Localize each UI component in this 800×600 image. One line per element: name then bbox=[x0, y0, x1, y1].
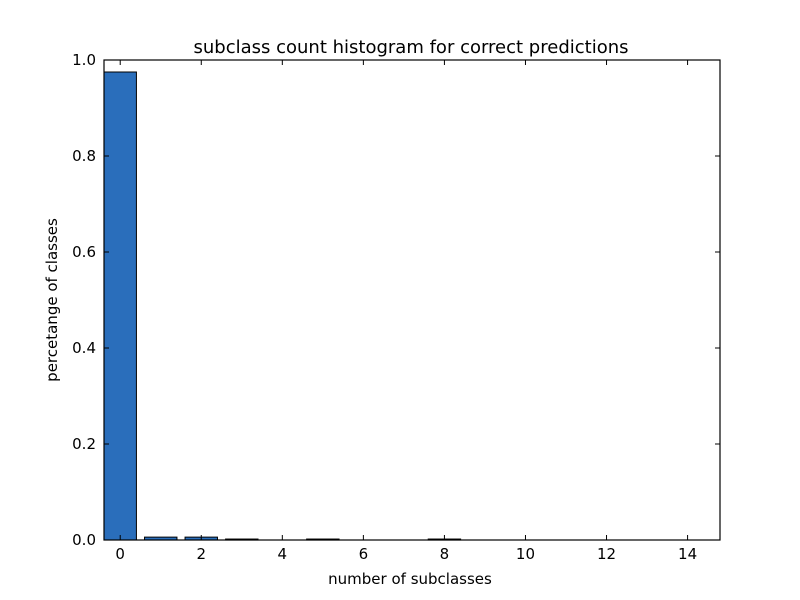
ticks-group: 0 2 4 6 8 10 12 14 0.0 0.2 0.4 0.6 0.8 1.0 bbox=[72, 51, 720, 563]
x-tick-label: 2 bbox=[196, 545, 206, 563]
x-tick-label: 0 bbox=[115, 545, 125, 563]
x-tick-label: 4 bbox=[278, 545, 288, 563]
y-tick-label: 0.4 bbox=[72, 339, 96, 357]
x-axis-label: number of subclasses bbox=[328, 570, 492, 588]
y-axis-label: percetange of classes bbox=[43, 218, 61, 382]
chart-title: subclass count histogram for correct pre… bbox=[194, 37, 629, 58]
x-tick-label: 8 bbox=[440, 545, 450, 563]
y-tick-label: 1.0 bbox=[72, 51, 96, 69]
y-tick-label: 0.0 bbox=[72, 531, 96, 549]
plot-frame bbox=[103, 59, 721, 541]
y-tick-label: 0.2 bbox=[72, 435, 96, 453]
bar-0 bbox=[103, 71, 137, 541]
x-tick-label: 6 bbox=[359, 545, 369, 563]
y-tick-label: 0.8 bbox=[72, 147, 96, 165]
x-tick-label: 12 bbox=[597, 545, 616, 563]
y-tick-label: 0.6 bbox=[72, 243, 96, 261]
x-tick-label: 14 bbox=[678, 545, 697, 563]
bars-group bbox=[103, 71, 462, 541]
x-tick-label: 10 bbox=[516, 545, 535, 563]
